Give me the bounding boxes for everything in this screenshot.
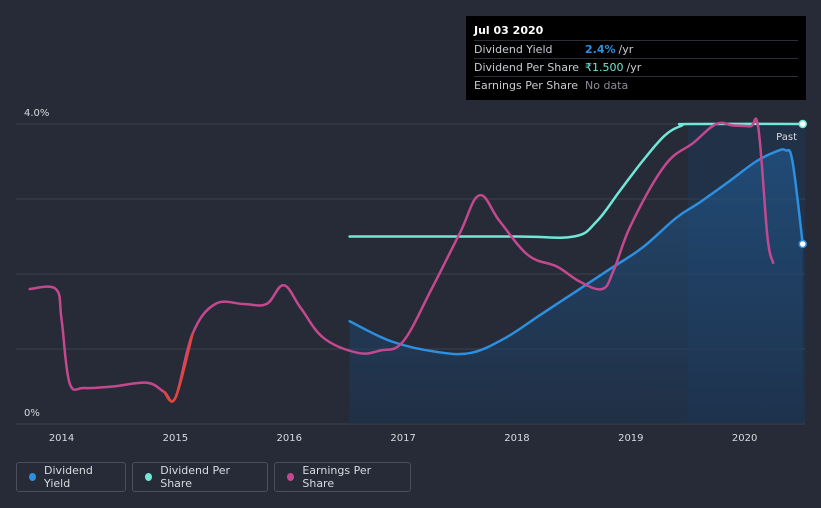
- x-tick-label: 2019: [618, 433, 643, 444]
- chart-legend: Dividend Yield Dividend Per Share Earnin…: [16, 462, 411, 492]
- x-tick-label: 2015: [163, 433, 188, 444]
- tooltip-row-dividend-yield: Dividend Yield 2.4% /yr: [474, 40, 798, 58]
- tooltip-row-earnings-per-share: Earnings Per Share No data: [474, 76, 798, 94]
- legend-label: Dividend Per Share: [160, 464, 231, 490]
- tooltip-unit: /yr: [626, 61, 642, 74]
- past-label: Past: [776, 132, 797, 143]
- tooltip-label: Earnings Per Share: [474, 79, 579, 92]
- legend-dot-icon: [145, 473, 153, 481]
- tooltip-unit: /yr: [618, 43, 634, 56]
- earnings-per-share-line: [28, 117, 775, 403]
- tooltip-label: Dividend Per Share: [474, 61, 580, 74]
- y-axis-label-min: 0%: [24, 408, 40, 419]
- tooltip-label: Dividend Yield: [474, 43, 553, 56]
- tooltip-value: ₹1.500: [585, 61, 624, 74]
- legend-dot-icon: [29, 473, 37, 481]
- x-tick-label: 2017: [390, 433, 415, 444]
- y-axis-label-max: 4.0%: [24, 108, 49, 119]
- legend-label: Dividend Yield: [44, 464, 93, 490]
- legend-item-dividend-yield[interactable]: Dividend Yield: [16, 462, 126, 492]
- dividend-per-share-line: [348, 122, 804, 239]
- tooltip-row-dividend-per-share: Dividend Per Share ₹1.500 /yr: [474, 58, 798, 76]
- eps-low-segment: [162, 332, 194, 403]
- legend-dot-icon: [287, 473, 295, 481]
- x-tick-label: 2020: [732, 433, 757, 444]
- dividend-yield-area: [349, 149, 803, 424]
- dividend-yield-endpoint: [798, 239, 807, 249]
- x-tick-label: 2014: [49, 433, 74, 444]
- legend-item-dividend-per-share[interactable]: Dividend Per Share: [132, 462, 268, 492]
- x-tick-label: 2018: [504, 433, 529, 444]
- tooltip-date: Jul 03 2020: [474, 24, 544, 37]
- tooltip-value: No data: [585, 79, 629, 92]
- x-tick-label: 2016: [277, 433, 302, 444]
- tooltip-value: 2.4%: [585, 43, 616, 56]
- legend-label: Earnings Per Share: [302, 464, 372, 490]
- chart-tooltip: Jul 03 2020 Dividend Yield 2.4% /yr Divi…: [466, 16, 806, 100]
- legend-item-earnings-per-share[interactable]: Earnings Per Share: [274, 462, 411, 492]
- dividend-per-share-endpoint: [798, 119, 807, 129]
- dividend-yield-line: [348, 148, 804, 356]
